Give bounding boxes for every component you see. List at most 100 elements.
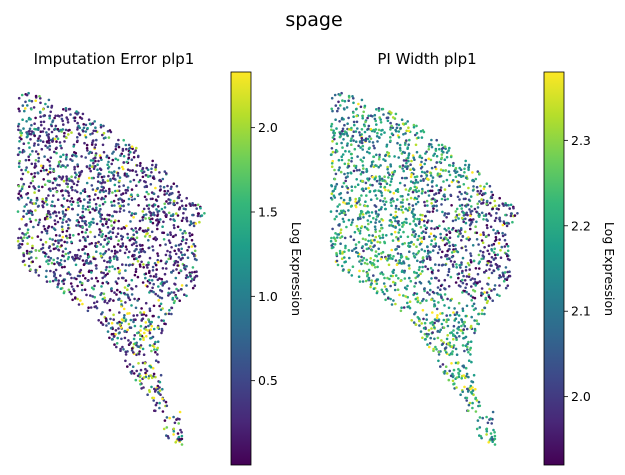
scatter-point	[440, 322, 444, 326]
scatter-point	[79, 199, 82, 203]
scatter-point	[111, 152, 114, 155]
scatter-point	[152, 304, 156, 308]
scatter-point	[29, 138, 32, 141]
scatter-point	[405, 221, 408, 224]
scatter-point	[386, 116, 390, 119]
scatter-point	[167, 198, 170, 201]
scatter-point	[158, 171, 161, 174]
scatter-point	[388, 155, 391, 158]
scatter-point	[87, 208, 90, 212]
scatter-point	[380, 223, 383, 227]
scatter-point	[167, 312, 171, 316]
scatter-point	[104, 189, 108, 193]
scatter-point	[464, 159, 468, 163]
scatter-point	[84, 231, 87, 234]
scatter-point	[127, 322, 131, 326]
scatter-point	[423, 249, 427, 253]
colorbar-tick-label: 1.5	[258, 204, 278, 219]
scatter-point	[339, 236, 342, 240]
scatter-point	[420, 240, 424, 243]
scatter-point	[95, 138, 98, 142]
scatter-point	[417, 189, 421, 193]
scatter-point	[90, 277, 94, 280]
scatter-point	[419, 260, 422, 264]
scatter-point	[92, 198, 96, 201]
scatter-point	[60, 225, 64, 228]
scatter-point	[190, 233, 194, 236]
scatter-point	[144, 276, 147, 280]
scatter-point	[400, 208, 403, 212]
scatter-point	[86, 126, 89, 130]
scatter-point	[423, 204, 427, 207]
scatter-point	[451, 243, 455, 247]
scatter-point	[150, 171, 153, 174]
scatter-point	[91, 132, 94, 135]
scatter-point	[152, 372, 156, 376]
scatter-point	[373, 117, 377, 121]
scatter-point	[443, 212, 447, 215]
scatter-point	[181, 253, 184, 257]
scatter-point	[88, 164, 92, 167]
scatter-point	[172, 224, 176, 227]
scatter-point	[154, 186, 157, 190]
scatter-point	[56, 283, 60, 286]
scatter-point	[129, 150, 132, 154]
scatter-point	[369, 137, 373, 140]
scatter-point	[365, 227, 369, 230]
scatter-point	[476, 322, 479, 326]
scatter-point	[141, 361, 145, 365]
scatter-point	[462, 214, 466, 217]
scatter-point	[25, 192, 28, 196]
scatter-point	[407, 154, 411, 157]
scatter-point	[362, 216, 365, 219]
scatter-point	[30, 256, 33, 259]
scatter-point	[384, 207, 388, 211]
scatter-point	[18, 227, 21, 231]
scatter-point	[368, 146, 371, 150]
colorbar-pi-width: 2.02.12.22.3 Log Expression	[543, 71, 617, 466]
scatter-point	[66, 182, 70, 186]
scatter-point	[62, 197, 66, 200]
scatter-point	[465, 290, 468, 294]
scatter-point	[138, 372, 141, 376]
scatter-point	[170, 246, 173, 249]
scatter-point	[387, 254, 390, 258]
scatter-point	[469, 210, 473, 213]
scatter-point	[478, 426, 482, 429]
colorbar-label: Log Expression	[602, 222, 617, 316]
scatter-point	[85, 181, 89, 185]
scatter-point	[97, 233, 101, 237]
scatter-point	[493, 443, 497, 446]
scatter-point	[461, 344, 465, 347]
scatter-point	[26, 104, 29, 107]
scatter-point	[468, 268, 472, 271]
scatter-point	[48, 259, 51, 262]
scatter-point	[441, 298, 445, 302]
scatter-point	[489, 225, 493, 229]
scatter-point	[414, 281, 418, 285]
scatter-point	[127, 156, 131, 160]
scatter-point	[364, 200, 367, 203]
scatter-point	[165, 260, 168, 264]
scatter-point	[443, 293, 447, 296]
scatter-point	[378, 229, 382, 233]
scatter-point	[462, 374, 466, 377]
scatter-point	[347, 158, 351, 162]
scatter-point	[142, 170, 146, 174]
scatter-point	[400, 262, 404, 265]
scatter-point	[459, 266, 462, 269]
scatter-point	[148, 320, 151, 324]
scatter-point	[338, 192, 341, 196]
scatter-point	[63, 259, 67, 263]
scatter-point	[27, 158, 31, 162]
scatter-point	[498, 196, 502, 200]
scatter-point	[384, 159, 387, 162]
scatter-point	[401, 211, 405, 214]
scatter-point	[145, 204, 149, 207]
scatter-point	[96, 186, 99, 190]
scatter-point	[345, 106, 349, 109]
scatter-point	[383, 197, 387, 200]
scatter-point	[135, 236, 139, 239]
scatter-point	[54, 278, 57, 281]
scatter-point	[376, 240, 380, 244]
